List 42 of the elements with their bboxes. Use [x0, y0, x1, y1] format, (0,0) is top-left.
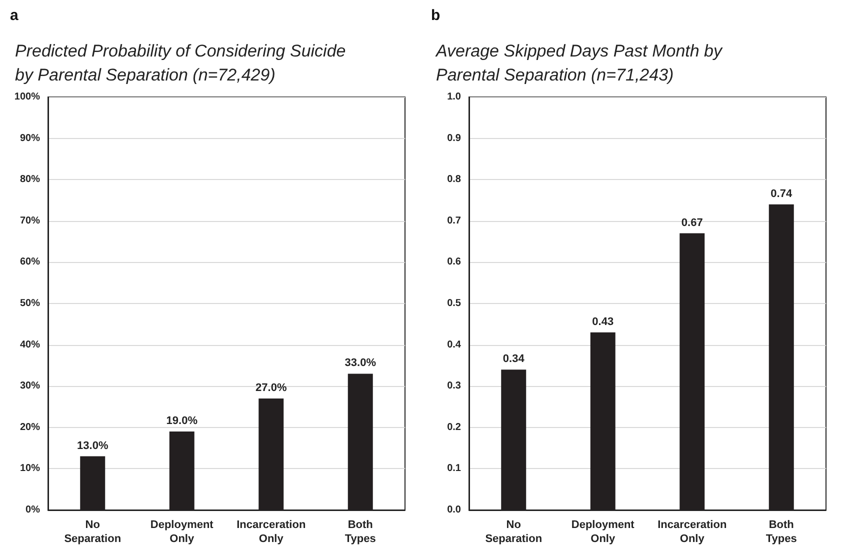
x-tick-label: Deployment Only — [571, 519, 635, 545]
x-tick-label: No Separation — [485, 519, 542, 545]
data-label: 0.43 — [592, 316, 614, 328]
y-tick-label: 100% — [14, 92, 40, 102]
y-tick-label: 20% — [20, 422, 40, 433]
data-label: 0.34 — [502, 353, 526, 366]
y-tick-label: 10% — [20, 463, 40, 474]
x-tick-label: Incarceration Only — [658, 519, 727, 545]
y-tick-label: 60% — [20, 256, 40, 268]
y-tick-label: 1.0 — [447, 92, 462, 102]
y-tick-label: 30% — [20, 380, 40, 392]
y-tick-label: 0% — [26, 504, 40, 516]
data-label: 33.0% — [344, 357, 376, 370]
y-tick-label: 0.7 — [447, 215, 462, 226]
y-tick-label: 0.0 — [447, 504, 462, 516]
y-tick-label: 40% — [20, 339, 40, 350]
data-label: 0.67 — [681, 216, 703, 229]
x-tick-label: Deployment Only — [150, 519, 214, 545]
x-tick-label: No Separation — [64, 519, 122, 545]
text: b — [431, 7, 440, 24]
x-tick-label: Both Types — [766, 519, 797, 545]
y-tick-label: 80% — [20, 174, 40, 186]
text: a — [10, 7, 19, 24]
chart-title: Predicted Probability of Considering Suicide by Parental Separation (n=72,429) — [15, 42, 346, 84]
data-label: 27.0% — [256, 382, 287, 394]
y-tick-label: 0.9 — [447, 132, 462, 144]
data-label: 19.0% — [166, 415, 198, 428]
y-tick-label: 50% — [20, 298, 40, 309]
y-tick-label: 70% — [20, 215, 40, 226]
y-tick-label: 0.1 — [447, 463, 462, 474]
y-tick-label: 0.2 — [447, 422, 462, 433]
y-tick-label: 0.5 — [447, 298, 462, 309]
y-tick-label: 0.3 — [447, 380, 462, 392]
y-tick-label: 90% — [20, 132, 40, 144]
y-tick-label: 0.4 — [447, 339, 462, 350]
data-label: 13.0% — [77, 440, 108, 452]
y-tick-label: 0.8 — [447, 174, 462, 186]
x-tick-label: Incarceration Only — [236, 519, 306, 545]
y-tick-label: 0.6 — [447, 256, 462, 268]
x-tick-label: Both Types — [344, 519, 376, 545]
chart-title: Average Skipped Days Past Month by Parental Separation (n=71,243) — [435, 42, 724, 84]
data-label: 0.74 — [770, 188, 793, 200]
